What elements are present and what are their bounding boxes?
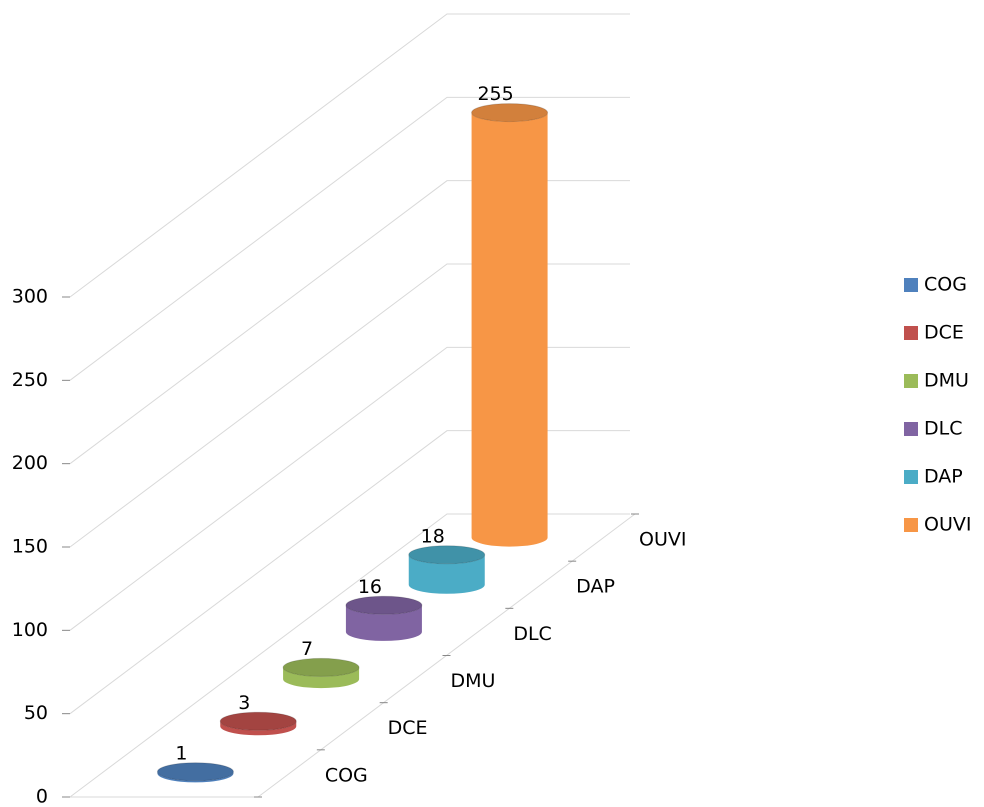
value-label: 7 — [301, 638, 313, 660]
legend-label: DMU — [924, 370, 969, 392]
value-label: 3 — [238, 692, 250, 714]
cylinder-top — [219, 711, 297, 731]
legend-swatch — [904, 518, 918, 532]
grid-line — [69, 263, 630, 548]
x-tick-label: DCE — [388, 717, 428, 739]
y-tick-label: 0 — [36, 786, 48, 807]
cylinder-body — [408, 554, 485, 594]
cylinder-top — [345, 595, 423, 615]
x-tick-label: COG — [325, 764, 368, 786]
x-tick-label: OUVI — [639, 529, 686, 551]
x-tick-label: DLC — [513, 623, 551, 645]
y-tick-label: 300 — [12, 286, 48, 308]
cylinder-body — [345, 605, 422, 641]
value-label: 18 — [421, 525, 445, 547]
grid-line — [69, 96, 630, 381]
value-label: 255 — [477, 83, 513, 105]
legend-label: COG — [924, 274, 967, 296]
cylinder-top — [156, 762, 234, 782]
legend-swatch — [904, 278, 918, 292]
value-label: 16 — [358, 576, 382, 598]
x-tick-label: DMU — [451, 670, 496, 692]
cylinder-body — [283, 667, 360, 689]
y-tick-label: 100 — [12, 619, 48, 641]
cylinder — [345, 595, 423, 641]
y-tick-label: 50 — [24, 702, 48, 724]
legend-label: DLC — [924, 418, 962, 440]
grid-line — [69, 13, 630, 298]
y-tick-label: 200 — [12, 452, 48, 474]
cylinder — [282, 657, 360, 689]
cylinder-body — [220, 721, 297, 736]
legend-swatch — [904, 326, 918, 340]
legend-label: DCE — [924, 322, 964, 344]
grid-line — [69, 430, 630, 715]
legend-swatch — [904, 470, 918, 484]
legend-label: DAP — [924, 466, 963, 488]
cylinder — [408, 545, 486, 594]
cylinder — [471, 103, 549, 547]
cylinder-top — [282, 657, 360, 677]
cylinder-top — [408, 545, 486, 565]
grid-line — [69, 346, 630, 631]
legend-swatch — [904, 422, 918, 436]
legend-swatch — [904, 374, 918, 388]
grid-line — [69, 513, 630, 798]
legend-label: OUVI — [924, 514, 971, 536]
cylinder-body — [471, 112, 548, 547]
y-tick-label: 150 — [12, 536, 48, 558]
grid-line — [69, 180, 630, 465]
y-tick-label: 250 — [12, 369, 48, 391]
cylinder-top — [471, 103, 549, 123]
cylinder — [156, 762, 234, 783]
x-tick-label: DAP — [576, 576, 615, 598]
cylinder — [219, 711, 297, 736]
value-label: 1 — [175, 742, 187, 764]
